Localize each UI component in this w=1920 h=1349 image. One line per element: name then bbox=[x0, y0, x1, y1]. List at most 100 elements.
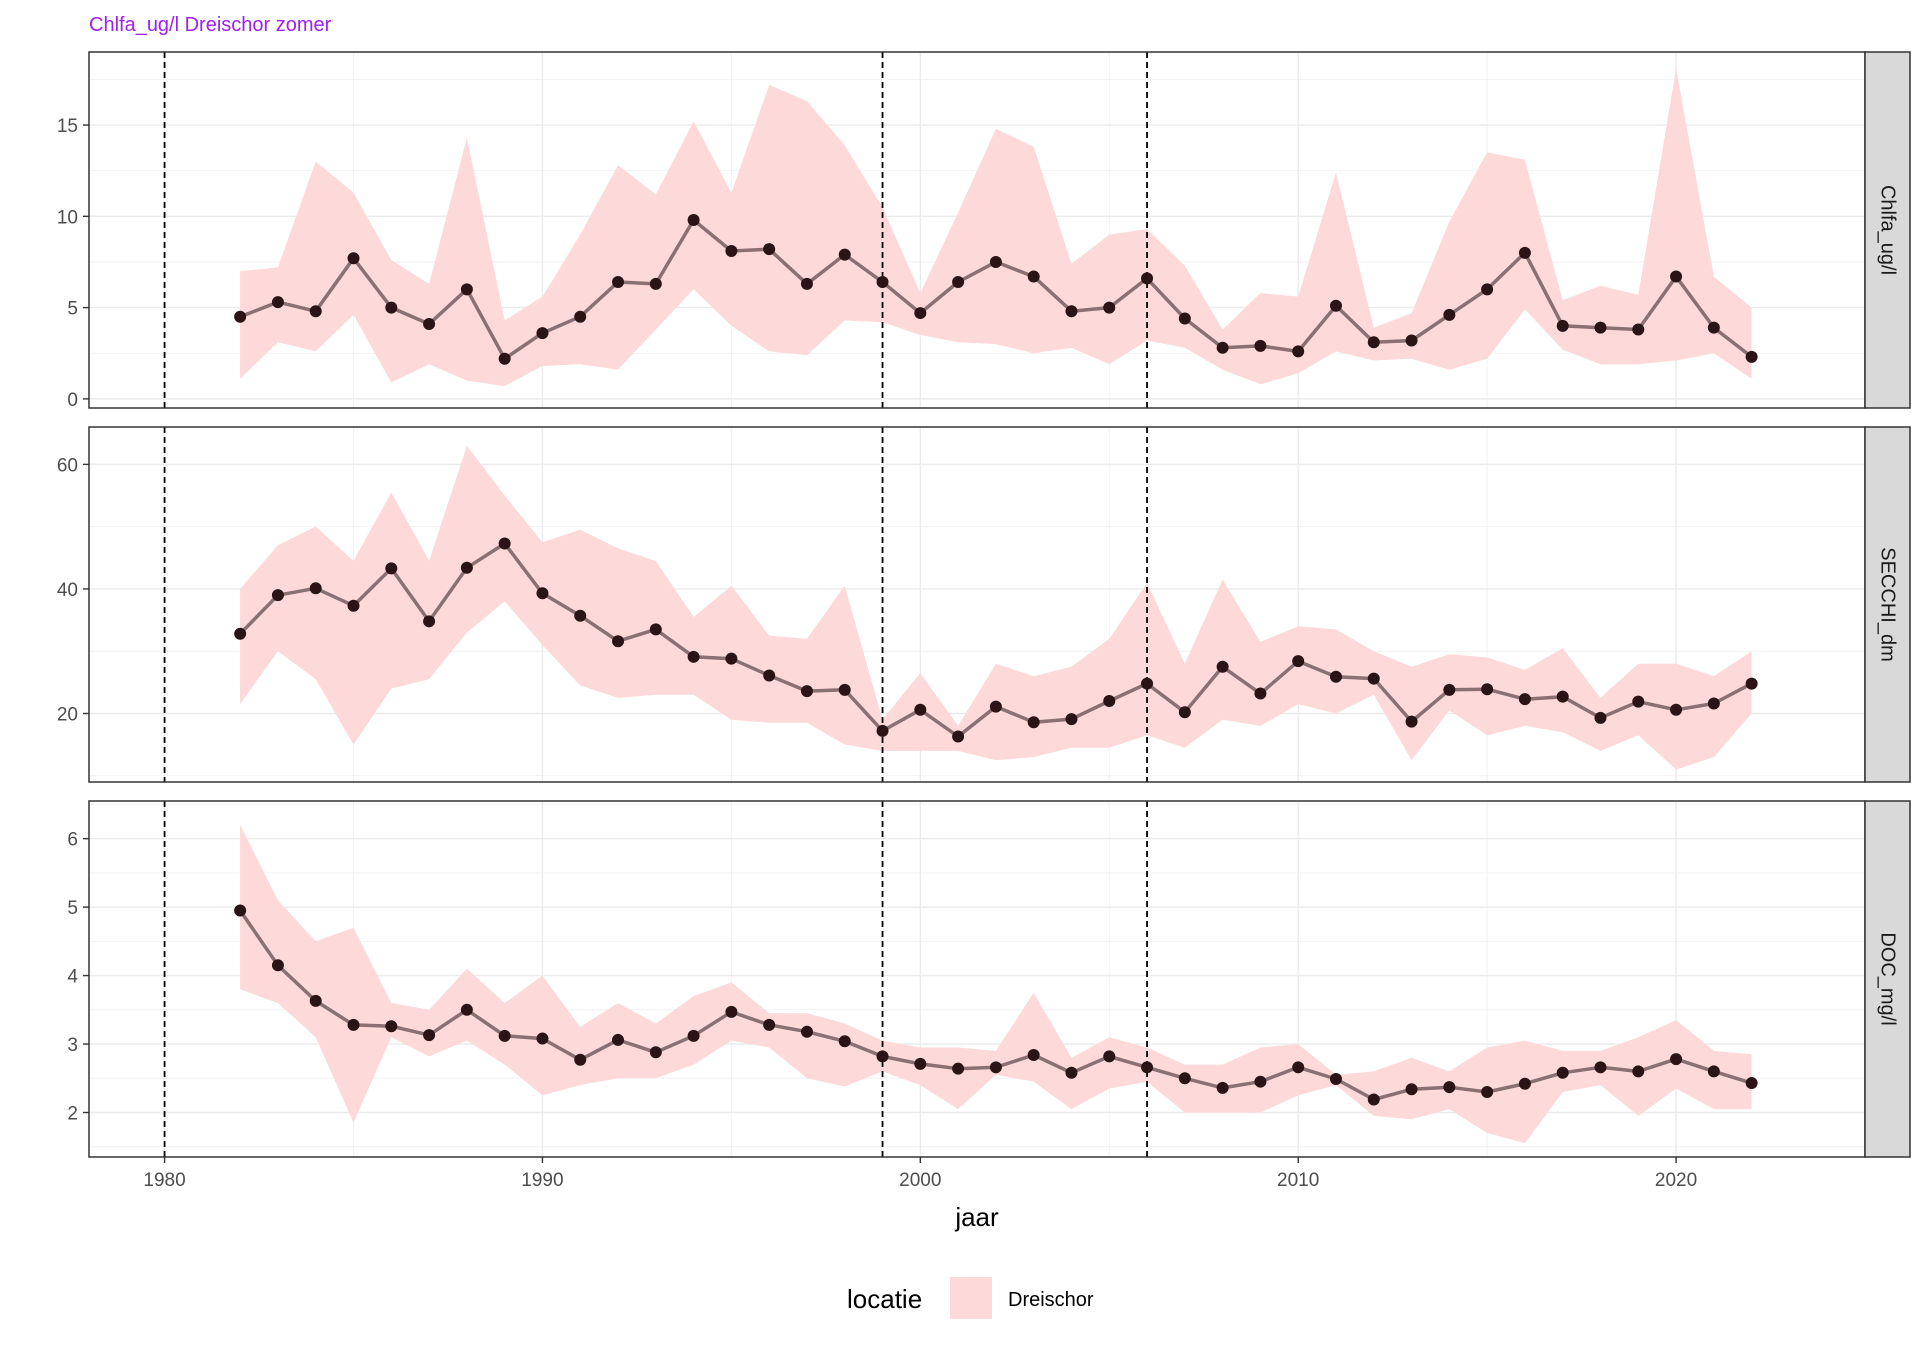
panel-1: Chlfa_ug/l 0 5 10 15 bbox=[57, 51, 1911, 411]
data-point bbox=[1367, 672, 1380, 685]
data-point bbox=[1670, 1053, 1683, 1066]
data-point bbox=[1254, 339, 1267, 352]
y-tick-label: 3 bbox=[67, 1035, 78, 1056]
data-point bbox=[536, 587, 549, 600]
data-point bbox=[1518, 1077, 1531, 1090]
data-point bbox=[1178, 706, 1191, 719]
data-point bbox=[347, 599, 360, 612]
data-point bbox=[498, 352, 511, 365]
data-point bbox=[1670, 703, 1683, 716]
data-point bbox=[1103, 695, 1116, 708]
data-point bbox=[687, 1029, 700, 1042]
data-point bbox=[1707, 1065, 1720, 1078]
data-point bbox=[1556, 690, 1569, 703]
data-point bbox=[498, 1029, 511, 1042]
data-point bbox=[1405, 715, 1418, 728]
data-point bbox=[1027, 716, 1040, 729]
y-tick-label: 40 bbox=[57, 580, 78, 601]
data-point bbox=[1707, 697, 1720, 710]
data-point bbox=[1216, 660, 1229, 673]
data-point bbox=[612, 1033, 625, 1046]
data-point bbox=[1594, 711, 1607, 724]
panel-2: SECCHI_dm 20 40 60 bbox=[57, 426, 1911, 783]
x-axis-label: jaar bbox=[954, 1202, 999, 1232]
data-point bbox=[309, 994, 322, 1007]
data-point bbox=[1292, 655, 1305, 668]
y-tick-label: 2 bbox=[67, 1104, 78, 1125]
data-point bbox=[423, 615, 436, 628]
data-point bbox=[1632, 323, 1645, 336]
data-point bbox=[914, 703, 927, 716]
y-tick-label: 20 bbox=[57, 704, 78, 725]
data-point bbox=[1329, 299, 1342, 312]
data-point bbox=[989, 255, 1002, 268]
data-point bbox=[347, 1018, 360, 1031]
data-point bbox=[1745, 350, 1758, 363]
y-tick-label: 6 bbox=[67, 830, 78, 851]
facet-strip-label: SECCHI_dm bbox=[1877, 547, 1899, 661]
data-point bbox=[914, 307, 927, 320]
data-point bbox=[1103, 301, 1116, 314]
data-point bbox=[687, 650, 700, 663]
data-point bbox=[838, 1035, 851, 1048]
legend-key-dreischor bbox=[950, 1277, 992, 1319]
data-point bbox=[309, 582, 322, 595]
data-point bbox=[763, 669, 776, 682]
data-point bbox=[423, 318, 436, 331]
data-point bbox=[1292, 1061, 1305, 1074]
facet-strip bbox=[1864, 800, 1911, 1158]
data-point bbox=[763, 243, 776, 256]
data-point bbox=[876, 724, 889, 737]
legend-label-dreischor: Dreischor bbox=[1008, 1289, 1094, 1311]
ribbon-dreischor bbox=[240, 825, 1752, 1144]
data-point bbox=[385, 562, 398, 575]
data-point bbox=[1670, 270, 1683, 283]
data-point bbox=[271, 959, 284, 972]
data-point bbox=[423, 1029, 436, 1042]
data-point bbox=[649, 277, 662, 290]
data-point bbox=[1178, 1072, 1191, 1085]
data-point bbox=[1632, 1065, 1645, 1078]
x-tick-label: 2010 bbox=[1277, 1170, 1319, 1191]
data-point bbox=[763, 1018, 776, 1031]
data-point bbox=[612, 276, 625, 289]
data-point bbox=[1367, 336, 1380, 349]
data-point bbox=[649, 623, 662, 636]
x-tick-label: 2020 bbox=[1655, 1170, 1697, 1191]
data-point bbox=[1254, 1075, 1267, 1088]
data-point bbox=[800, 1025, 813, 1038]
data-point bbox=[1443, 308, 1456, 321]
data-point bbox=[1216, 1081, 1229, 1094]
chart-title: Chlfa_ug/l Dreischor zomer bbox=[89, 14, 332, 36]
ribbon-dreischor bbox=[240, 68, 1752, 387]
data-point bbox=[1027, 270, 1040, 283]
data-point bbox=[234, 310, 247, 323]
y-tick-label: 10 bbox=[57, 207, 78, 228]
data-point bbox=[1556, 319, 1569, 332]
data-point bbox=[1216, 341, 1229, 354]
data-point bbox=[989, 700, 1002, 713]
data-point bbox=[1594, 1061, 1607, 1074]
data-point bbox=[1556, 1066, 1569, 1079]
data-point bbox=[876, 276, 889, 289]
data-point bbox=[687, 213, 700, 226]
data-point bbox=[838, 683, 851, 696]
data-point bbox=[1481, 283, 1494, 296]
facet-strip-label: DOC_mg/l bbox=[1877, 932, 1899, 1025]
x-tick-label: 1990 bbox=[521, 1170, 563, 1191]
data-point bbox=[1405, 1083, 1418, 1096]
data-point bbox=[1443, 1081, 1456, 1094]
data-point bbox=[536, 1032, 549, 1045]
data-point bbox=[1027, 1048, 1040, 1061]
y-tick-label: 60 bbox=[57, 455, 78, 476]
legend-title: locatie bbox=[847, 1284, 922, 1314]
data-point bbox=[574, 1053, 587, 1066]
data-point bbox=[1065, 1066, 1078, 1079]
data-point bbox=[1141, 272, 1154, 285]
y-tick-label: 15 bbox=[57, 116, 78, 137]
data-point bbox=[1481, 1085, 1494, 1098]
data-point bbox=[309, 305, 322, 318]
data-point bbox=[460, 1003, 473, 1016]
data-point bbox=[574, 609, 587, 622]
